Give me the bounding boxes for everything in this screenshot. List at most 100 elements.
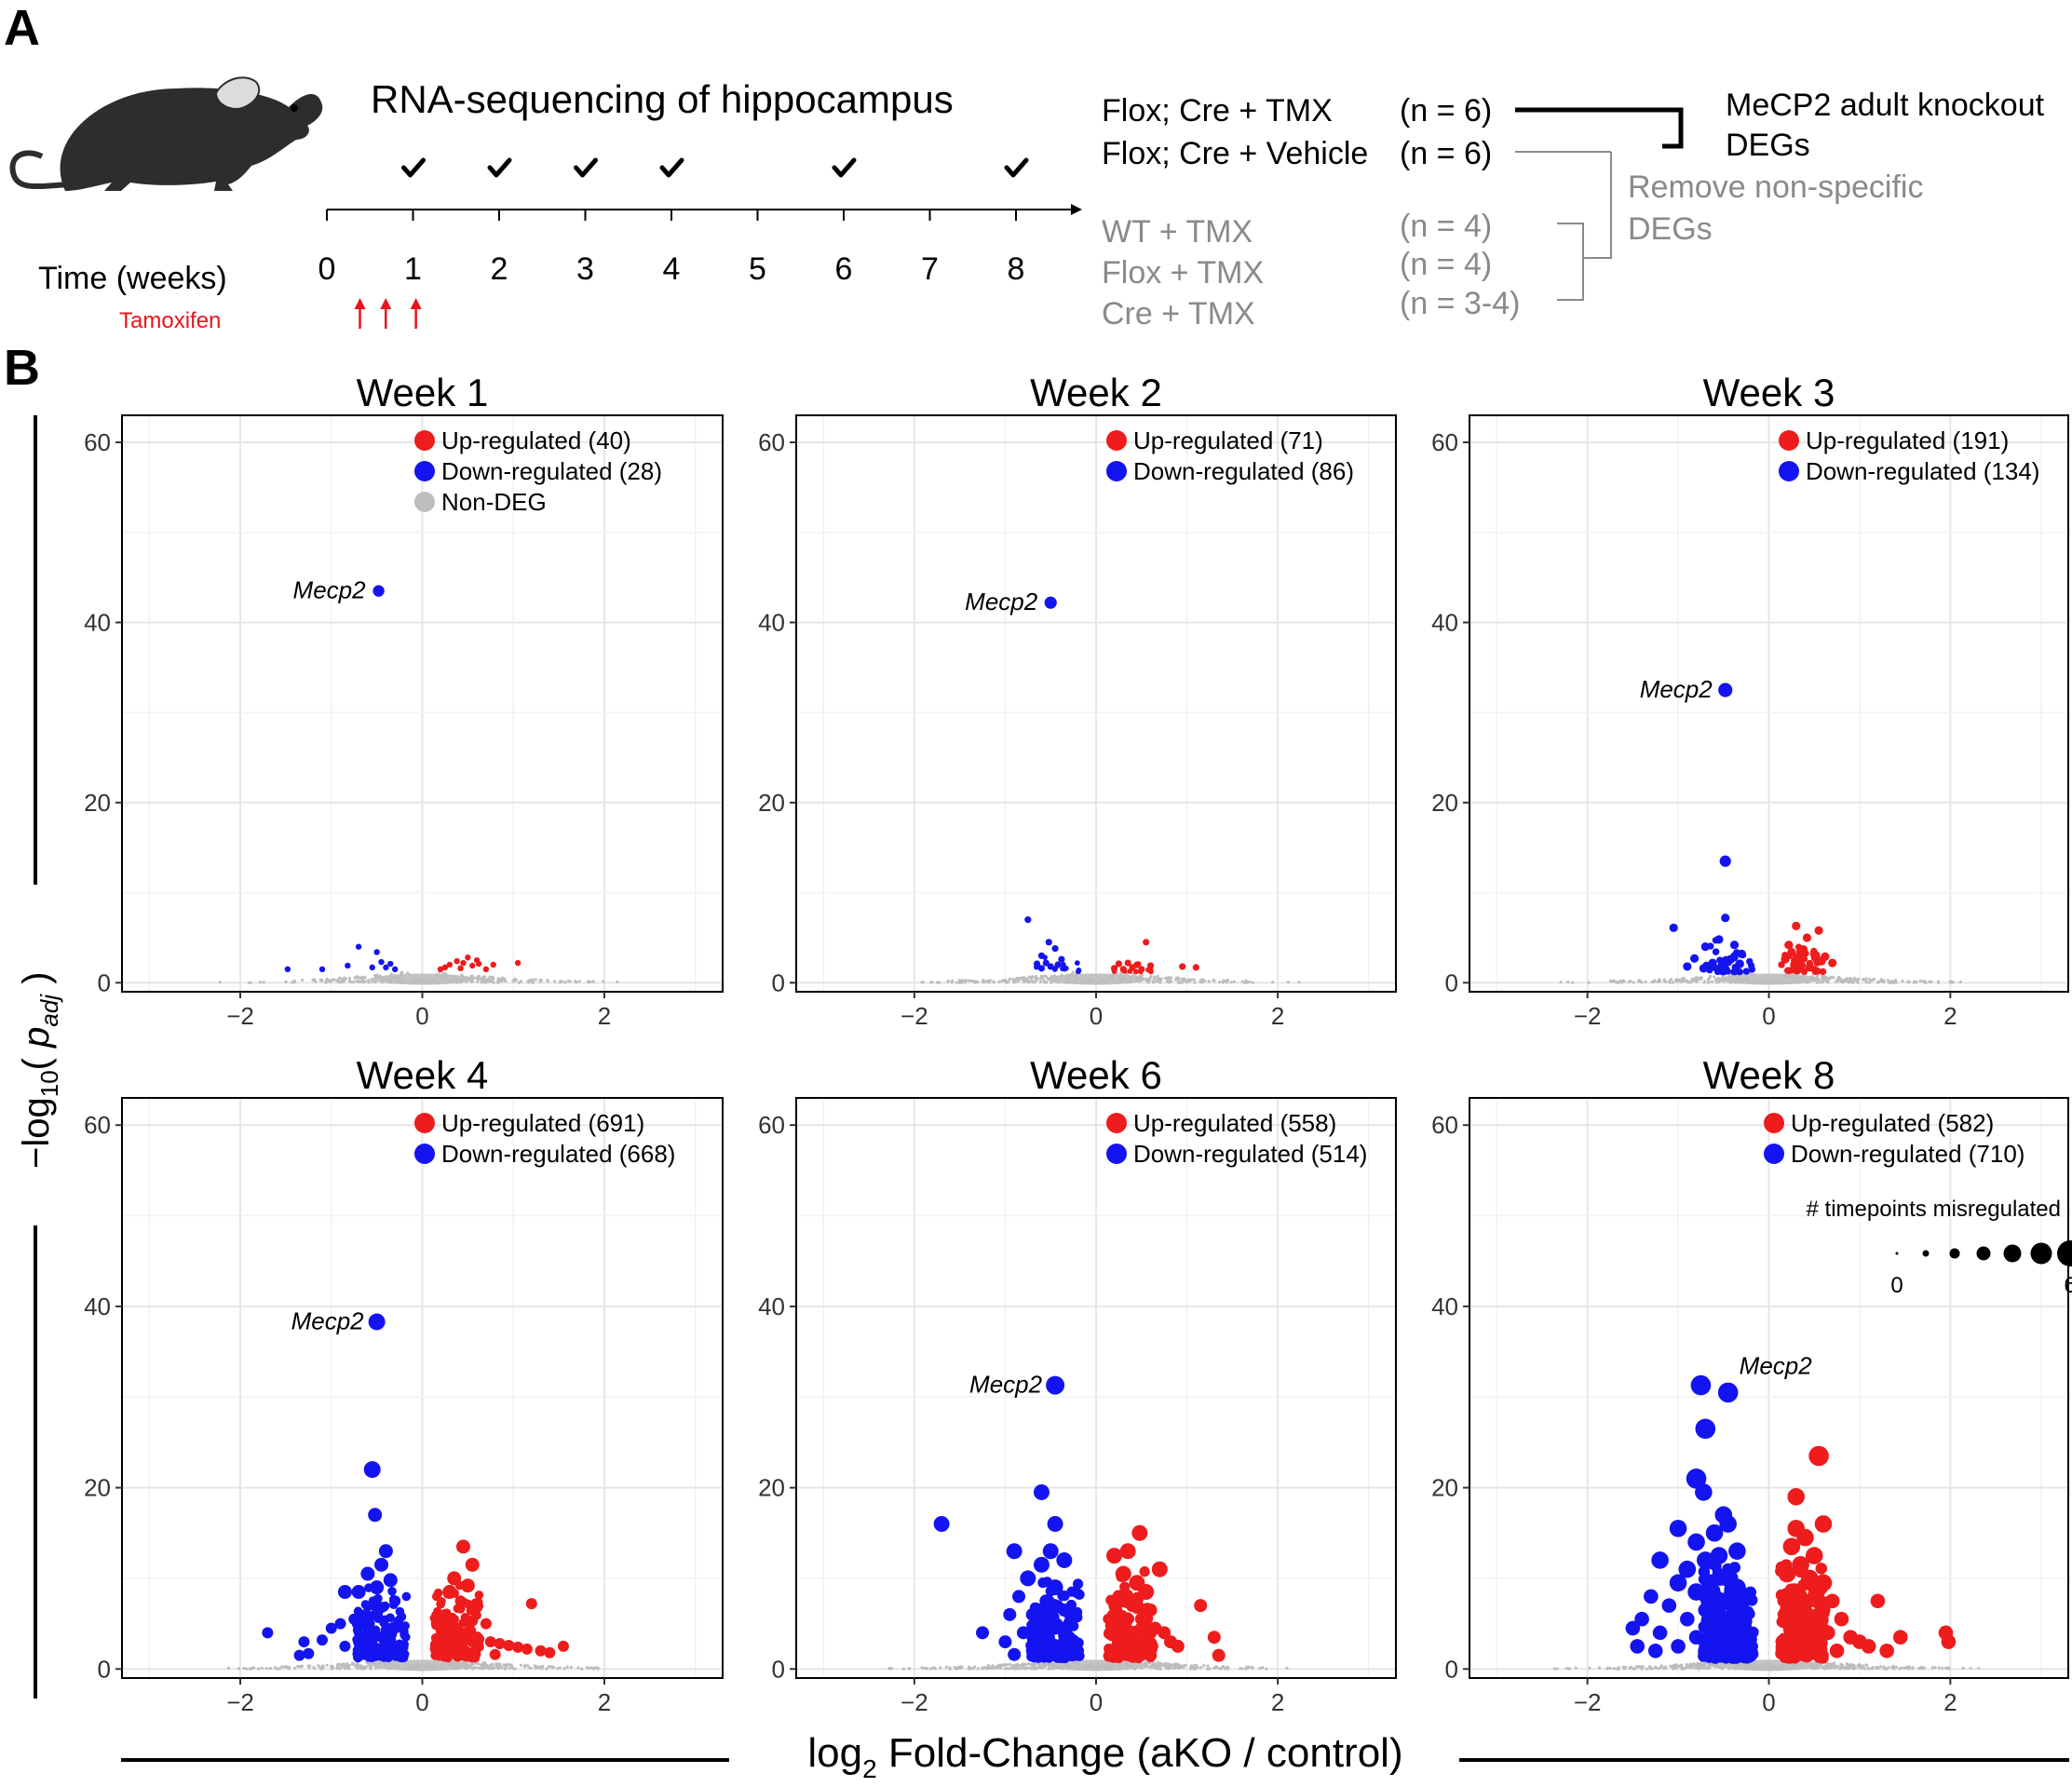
nondeg-point xyxy=(939,1666,942,1670)
down-point xyxy=(1049,1617,1063,1631)
size-legend-dot xyxy=(2057,1240,2072,1266)
nondeg-point xyxy=(353,975,357,980)
down-point xyxy=(1039,1594,1053,1608)
y-tick-label: 0 xyxy=(772,968,785,996)
y-tick-label: 40 xyxy=(758,1293,785,1320)
deg-point xyxy=(373,1593,383,1604)
deg-point xyxy=(1073,1645,1085,1657)
down-points xyxy=(1669,683,1746,973)
nondeg-point xyxy=(1685,1665,1688,1669)
nondeg-point xyxy=(346,1664,350,1668)
nondeg-point xyxy=(1206,1667,1210,1671)
down-point xyxy=(1061,965,1068,972)
deg-point xyxy=(446,1644,456,1654)
x-tick-label: 0 xyxy=(1762,1688,1775,1716)
up-point xyxy=(1792,921,1801,930)
deg-point xyxy=(1814,968,1821,975)
nondeg-point xyxy=(1832,976,1835,980)
up-point xyxy=(1179,963,1186,970)
up-point xyxy=(465,954,471,961)
nondeg-point xyxy=(1038,1665,1043,1669)
group-label-wt-tmx: WT + TMX xyxy=(1102,214,1253,250)
nondeg-point xyxy=(470,974,474,978)
nondeg-point xyxy=(1858,1666,1862,1670)
nondeg-point xyxy=(1867,977,1872,981)
down-point xyxy=(1008,1647,1022,1661)
down-point xyxy=(976,1626,990,1640)
nondeg-point xyxy=(1616,981,1619,984)
nondeg-point xyxy=(1644,980,1647,983)
deg-point xyxy=(384,1653,393,1662)
down-point xyxy=(366,1627,378,1639)
legend-label: Non-DEG xyxy=(441,488,547,516)
plot-title: Week 8 xyxy=(1703,1053,1835,1097)
deg-point xyxy=(1112,1604,1123,1616)
x-tick-label: 0 xyxy=(1090,1002,1103,1030)
deg-point xyxy=(1746,1594,1758,1606)
nondeg-point xyxy=(1164,1661,1168,1665)
nondeg-point xyxy=(1681,1667,1685,1671)
nondeg-point xyxy=(1148,976,1152,980)
down-point xyxy=(345,962,351,969)
up-point xyxy=(475,960,482,968)
nondeg-point xyxy=(1168,1666,1171,1670)
nondeg-point xyxy=(1251,981,1254,984)
down-point xyxy=(348,1613,360,1625)
nondeg-point xyxy=(1877,980,1881,983)
nondeg-point xyxy=(1006,1663,1009,1667)
panel-a: A RNA-sequencing of hippocampus Time (we… xyxy=(4,0,2045,333)
x-tick-label: 0 xyxy=(1090,1688,1103,1716)
nondeg-point xyxy=(332,978,336,981)
down-point xyxy=(355,943,362,950)
down-point xyxy=(1717,1382,1739,1403)
group-n-wt-tmx: (n = 4) xyxy=(1400,209,1492,244)
rna-seq-title: RNA-sequencing of hippocampus xyxy=(371,77,954,121)
nondeg-point xyxy=(558,1666,562,1670)
group-label-flox-tmx: Flox + TMX xyxy=(1102,255,1264,291)
nondeg-point xyxy=(519,980,523,983)
mecp2-label: Mecp2 xyxy=(293,576,367,604)
up-point xyxy=(1941,1634,1957,1649)
result-label-line1: MeCP2 adult knockout xyxy=(1726,88,2045,123)
up-point xyxy=(1146,962,1155,969)
nondeg-point xyxy=(1170,979,1173,983)
nondeg-point xyxy=(486,977,490,981)
plot-legend: Up-regulated (691) Down-regulated (668) xyxy=(414,1109,675,1168)
nondeg-point xyxy=(345,1666,349,1670)
nondeg-point xyxy=(1867,981,1872,984)
nondeg-point xyxy=(477,1666,481,1670)
deg-point xyxy=(1139,1566,1150,1577)
deg-point xyxy=(1074,960,1080,967)
up-points xyxy=(437,954,521,973)
nondeg-point xyxy=(260,1666,264,1670)
y-tick-label: 20 xyxy=(84,1474,111,1502)
down-point xyxy=(1719,1515,1737,1533)
nondeg-point xyxy=(1848,977,1852,981)
up-point xyxy=(1138,966,1145,973)
deg-point xyxy=(376,1633,386,1643)
nondeg-point xyxy=(469,980,473,983)
nondeg-point xyxy=(1817,1666,1821,1670)
deg-point xyxy=(1819,968,1827,976)
nondeg-point xyxy=(1659,1664,1663,1668)
nondeg-point xyxy=(1021,1663,1024,1667)
down-point xyxy=(1698,1603,1713,1618)
nondeg-point xyxy=(1888,981,1891,984)
nondeg-point xyxy=(1703,1661,1707,1665)
nondeg-point xyxy=(487,1665,491,1669)
checkmark-icon xyxy=(487,157,512,178)
down-point xyxy=(1678,1560,1697,1578)
down-point xyxy=(1680,1611,1695,1627)
nondeg-point xyxy=(1034,980,1037,983)
up-point xyxy=(1801,1569,1819,1588)
nondeg-core xyxy=(372,973,473,985)
nondeg-point xyxy=(1969,1667,1972,1671)
down-point xyxy=(374,1557,389,1572)
down-point xyxy=(1687,1533,1705,1551)
nondeg-point xyxy=(347,979,352,982)
down-point xyxy=(1718,683,1733,697)
down-point xyxy=(1726,954,1736,964)
down-point xyxy=(1016,1626,1030,1640)
nondeg-point xyxy=(1663,980,1668,983)
